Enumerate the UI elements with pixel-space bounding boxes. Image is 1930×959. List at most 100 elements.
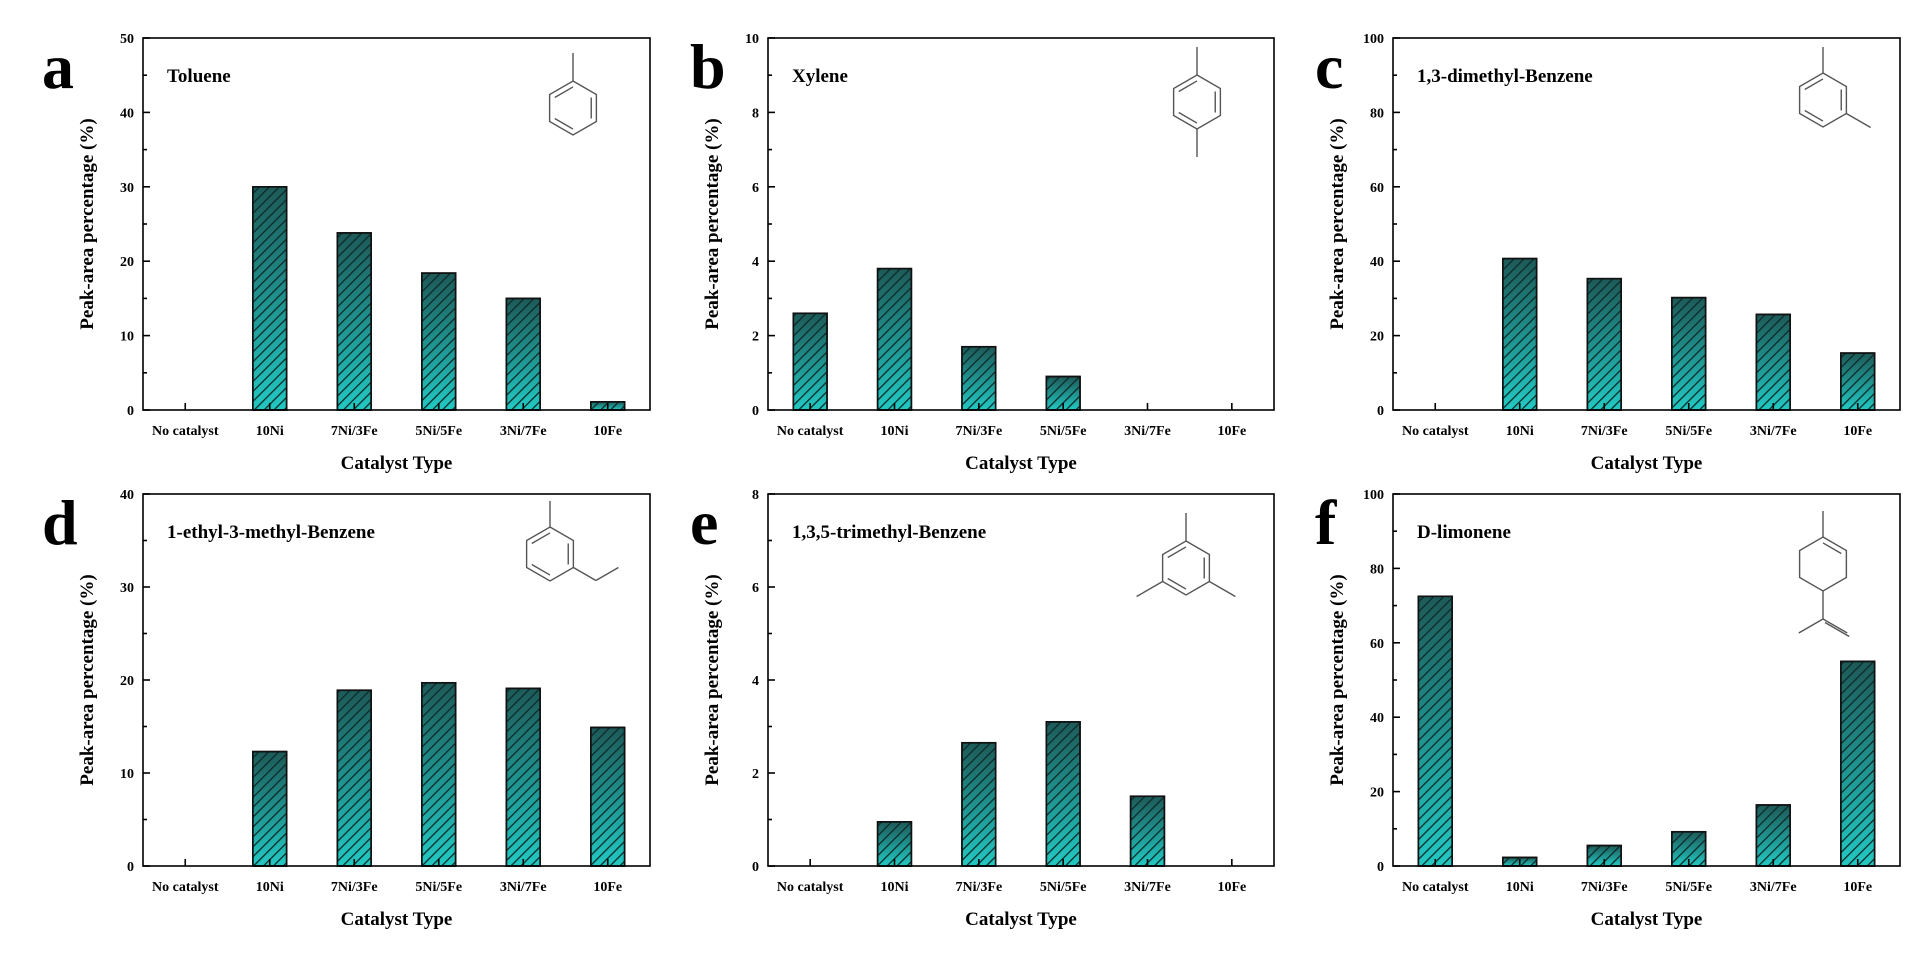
y-tick-label: 8	[752, 488, 759, 503]
bar-hatch	[1129, 795, 1166, 867]
y-axis-label: Peak-area percentage (%)	[702, 118, 723, 329]
y-tick-label: 40	[1370, 711, 1384, 726]
y-tick-label: 30	[120, 181, 134, 196]
plot-frame	[1392, 37, 1901, 411]
x-tick-label: 3Ni/7Fe	[1124, 424, 1171, 439]
plot-frame	[1392, 493, 1901, 867]
x-tick-label: 5Ni/5Fe	[1040, 424, 1087, 439]
x-tick-label: 3Ni/7Fe	[500, 424, 547, 439]
panel-letter: f	[1315, 487, 1337, 558]
x-tick-label: 5Ni/5Fe	[1665, 880, 1712, 895]
x-axis-label: Catalyst Type	[1591, 909, 1703, 930]
m-xylene-structure-icon	[1798, 47, 1871, 129]
x-tick-label: 10Ni	[1506, 880, 1534, 895]
compound-title: Toluene	[167, 66, 231, 87]
y-tick-label: 0	[752, 404, 759, 419]
panel-letter: e	[690, 487, 718, 558]
plot-frame	[142, 37, 651, 411]
compound-title: 1,3-dimethyl-Benzene	[1417, 66, 1593, 87]
y-tick-label: 20	[1370, 786, 1384, 801]
x-axis-label: Catalyst Type	[341, 909, 453, 930]
x-tick-label: 10Fe	[1843, 880, 1872, 895]
y-axis-label: Peak-area percentage (%)	[702, 574, 723, 785]
y-axis-label: Peak-area percentage (%)	[77, 574, 98, 785]
bar-hatch	[961, 741, 997, 867]
y-axis-label: Peak-area percentage (%)	[77, 118, 98, 329]
x-tick-label: 7Ni/3Fe	[1581, 424, 1628, 439]
bar-hatch	[961, 345, 997, 411]
x-tick-label: 10Fe	[1217, 880, 1246, 895]
bar-hatch	[792, 312, 828, 411]
panel-b: b 0 2 4 6 8 10 No catalyst 10Ni 7Ni/3Fe 5Ni/5Fe 3Ni…	[690, 31, 1275, 474]
compound-title: D-limonene	[1417, 522, 1511, 543]
y-tick-label: 40	[1370, 255, 1384, 270]
y-tick-label: 2	[752, 767, 759, 782]
y-tick-label: 0	[127, 860, 134, 875]
x-tick-label: No catalyst	[777, 880, 844, 895]
x-tick-label: No catalyst	[1402, 424, 1469, 439]
panel-letter: c	[1315, 31, 1343, 102]
plot-frame	[767, 37, 1275, 411]
x-axis-label: Catalyst Type	[341, 453, 453, 474]
y-tick-label: 8	[752, 106, 759, 121]
y-tick-label: 30	[120, 581, 134, 596]
x-tick-label: 7Ni/3Fe	[331, 880, 378, 895]
bar-hatch	[421, 681, 457, 867]
y-tick-label: 20	[1370, 330, 1384, 345]
y-axis-label: Peak-area percentage (%)	[1327, 574, 1348, 785]
panel-letter: d	[42, 487, 78, 558]
x-tick-label: 3Ni/7Fe	[1124, 880, 1171, 895]
compound-title: Xylene	[792, 66, 848, 87]
x-tick-label: 10Fe	[1217, 424, 1246, 439]
panel-c: c 0 20 40 60 80 100 No catalyst 10Ni 7Ni/3Fe 5Ni/5…	[1315, 31, 1901, 474]
x-tick-label: 5Ni/5Fe	[415, 880, 462, 895]
panel-f: f 0 20 40 60 80 100 No catalyst 10Ni 7Ni/3Fe 5Ni/5…	[1315, 487, 1901, 930]
y-tick-label: 2	[752, 330, 759, 345]
bar-hatch	[252, 186, 288, 411]
compound-title: 1,3,5-trimethyl-Benzene	[792, 522, 986, 543]
bar-hatch	[1755, 804, 1791, 867]
x-tick-label: 10Fe	[593, 424, 622, 439]
y-tick-label: 6	[752, 581, 759, 596]
x-tick-label: 3Ni/7Fe	[1750, 424, 1797, 439]
x-axis-label: Catalyst Type	[965, 909, 1077, 930]
y-tick-label: 20	[120, 674, 134, 689]
x-tick-label: 10Ni	[1506, 424, 1534, 439]
bar-hatch	[336, 689, 372, 867]
y-tick-label: 80	[1370, 562, 1384, 577]
bar-hatch	[1502, 257, 1538, 411]
x-tick-label: No catalyst	[777, 424, 844, 439]
bar-hatch	[336, 232, 372, 411]
y-tick-label: 60	[1370, 181, 1384, 196]
y-tick-label: 20	[120, 255, 134, 270]
y-tick-label: 40	[120, 106, 134, 121]
x-tick-label: 10Ni	[881, 424, 909, 439]
bar-hatch	[421, 272, 457, 411]
panel-d: d 0 10 20 30 40 No catalyst 10Ni 7Ni/3Fe 5Ni/5Fe 3…	[42, 487, 651, 930]
mesitylene-structure-icon	[1136, 513, 1236, 598]
y-tick-label: 10	[120, 330, 134, 345]
x-tick-label: No catalyst	[1402, 880, 1469, 895]
bar-hatch	[1045, 721, 1081, 867]
bar-hatch	[505, 297, 541, 411]
y-tick-label: 50	[120, 32, 134, 47]
x-tick-label: 3Ni/7Fe	[1750, 880, 1797, 895]
y-tick-label: 10	[120, 767, 134, 782]
p-xylene-structure-icon	[1172, 47, 1222, 157]
bar-hatch	[1840, 352, 1876, 411]
x-tick-label: 10Fe	[1843, 424, 1872, 439]
x-tick-label: 7Ni/3Fe	[956, 424, 1003, 439]
y-tick-label: 40	[120, 488, 134, 503]
y-tick-label: 0	[1377, 404, 1384, 419]
y-tick-label: 80	[1370, 106, 1384, 121]
x-tick-label: 5Ni/5Fe	[1665, 424, 1712, 439]
bar-hatch	[876, 267, 913, 411]
x-tick-label: 3Ni/7Fe	[500, 880, 547, 895]
y-tick-label: 0	[752, 860, 759, 875]
panel-e: e 0 2 4 6 8 No catalyst 10Ni 7Ni/3Fe 5Ni/5Fe 3Ni/7…	[690, 487, 1275, 930]
bar-hatch	[590, 726, 626, 867]
toluene-structure-icon	[548, 53, 598, 136]
y-axis-label: Peak-area percentage (%)	[1327, 118, 1348, 329]
x-tick-label: 5Ni/5Fe	[1040, 880, 1087, 895]
